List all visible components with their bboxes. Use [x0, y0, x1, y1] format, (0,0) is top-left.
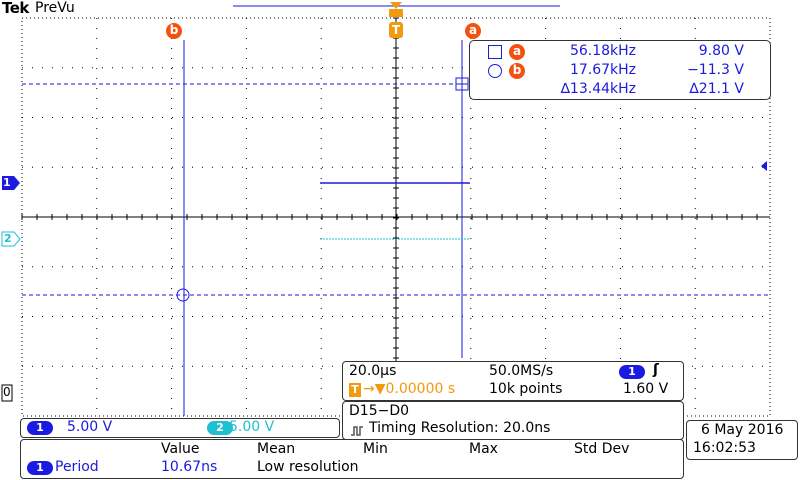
trigger-position-arrow — [390, 2, 402, 9]
digital-channels-readout[interactable]: D15−D0 Timing Resolution: 20.0ns — [342, 401, 684, 440]
ch1-marker-label: 1 — [3, 176, 11, 189]
date-time: 6 May 2016 16:02:53 — [686, 420, 798, 460]
cursor-a-badge[interactable]: a — [465, 23, 481, 39]
cursor-delta-row: ∆13.44kHz ∆21.1 V — [470, 80, 770, 99]
acquisition-mode: PreVu — [35, 0, 75, 16]
meas-source-badge: 1 — [27, 461, 53, 475]
trigger-marker[interactable]: T — [389, 22, 403, 38]
timing-icon — [351, 424, 365, 436]
cursor-b-voltage: −11.3 V — [687, 62, 744, 78]
digital-ground-marker — [1, 384, 13, 402]
square-icon — [488, 45, 502, 59]
header-min: Min — [363, 441, 388, 457]
trigger-level: 1.60 V — [623, 381, 669, 397]
cursor-b-icon: b — [509, 63, 525, 79]
cursor-b-row: b 17.67kHz −11.3 V — [470, 61, 770, 80]
ch2-scale: 5.00 V — [229, 419, 275, 435]
delta-frequency: ∆13.44kHz — [560, 81, 636, 97]
meas-value: 10.67ns — [161, 459, 218, 475]
date: 6 May 2016 — [701, 422, 784, 438]
meas-mean: Low resolution — [257, 459, 359, 475]
trigger-position: →▼0.00000 s — [363, 381, 456, 397]
sample-rate: 50.0MS/s — [489, 363, 554, 379]
cursor-a-frequency: 56.18kHz — [569, 43, 636, 59]
time-scale: 20.0µs — [349, 363, 397, 379]
header-mean: Mean — [257, 441, 296, 457]
ch2-ground-marker — [1, 231, 21, 247]
header-value: Value — [161, 441, 200, 457]
ch1-badge[interactable]: 1 — [27, 421, 53, 435]
trigger-level-arrow — [761, 161, 767, 171]
header-max: Max — [469, 441, 498, 457]
timing-resolution: Timing Resolution: 20.0ns — [369, 420, 551, 436]
circle-icon — [488, 64, 502, 78]
cursor-a-row: a 56.18kHz 9.80 V — [470, 42, 770, 61]
ch1-scale: 5.00 V — [67, 419, 113, 435]
delta-voltage: ∆21.1 V — [689, 81, 744, 97]
ch2-badge[interactable]: 2 — [207, 421, 233, 435]
cursor-b-badge[interactable]: b — [166, 23, 182, 39]
digital-channels-title: D15−D0 — [349, 403, 410, 419]
ch2-marker-label: 2 — [4, 232, 12, 245]
record-length: 10k points — [489, 381, 563, 397]
meas-name: Period — [55, 459, 99, 475]
header-std-dev: Std Dev — [574, 441, 630, 457]
trigger-slope-icon: ʃ — [653, 362, 659, 378]
cursor-a-voltage: 9.80 V — [698, 43, 744, 59]
channel-scale-bar[interactable]: 1 5.00 V 2 5.00 V — [20, 418, 340, 438]
trigger-position-badge: T — [349, 383, 361, 397]
timebase-readout[interactable]: 20.0µs 50.0MS/s 1 ʃ T →▼0.00000 s 10k po… — [342, 361, 684, 401]
digital-marker-label: 0 — [3, 385, 11, 399]
ch1-ground-marker — [2, 176, 20, 190]
cursor-b-marker — [176, 288, 190, 302]
time: 16:02:53 — [693, 440, 756, 456]
cursor-readout: a 56.18kHz 9.80 V b 17.67kHz −11.3 V ∆13… — [469, 40, 771, 100]
brand-logo: Tek — [2, 0, 29, 17]
measurement-table[interactable]: Value Mean Min Max Std Dev 1 Period 10.6… — [20, 439, 684, 479]
trigger-source-badge: 1 — [619, 365, 645, 379]
cursor-a-icon: a — [509, 44, 525, 60]
cursor-b-frequency: 17.67kHz — [569, 62, 636, 78]
